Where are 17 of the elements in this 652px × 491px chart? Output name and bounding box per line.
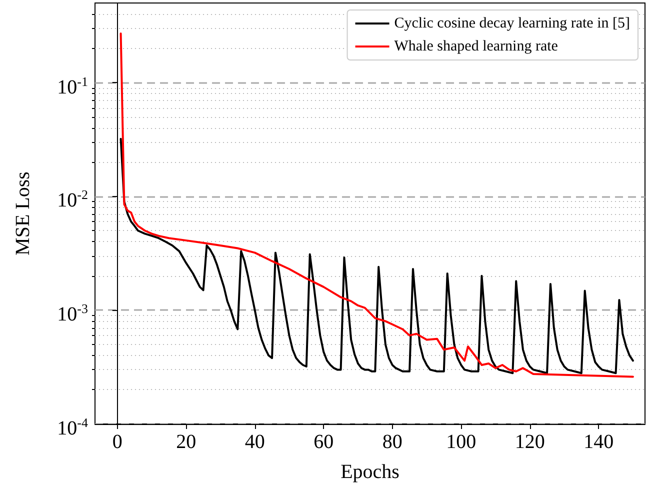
x-tick-label: 60 <box>314 431 334 453</box>
x-tick-label: 0 <box>112 431 122 453</box>
y-tick-label: 10$^{-2}$ <box>57 186 88 214</box>
x-axis-title: Epochs <box>340 461 400 483</box>
x-tick-label: 20 <box>176 431 196 453</box>
x-tick-label: 100 <box>446 431 476 453</box>
legend-label: Whale shaped learning rate <box>394 38 558 54</box>
y-axis-title: MSE Loss <box>12 171 34 256</box>
x-tick-label: 140 <box>584 431 614 453</box>
x-tick-label: 80 <box>382 431 402 453</box>
line-series <box>120 32 634 378</box>
y-tick-label: 10$^{-1}$ <box>57 72 88 100</box>
y-tick-label: 10$^{-4}$ <box>57 414 88 441</box>
x-tick-label: 120 <box>514 431 545 453</box>
y-tick-label: 10$^{-3}$ <box>57 300 88 327</box>
x-tick-label: 40 <box>244 431 265 453</box>
legend-label: Cyclic cosine decay learning rate in [5] <box>394 16 630 32</box>
